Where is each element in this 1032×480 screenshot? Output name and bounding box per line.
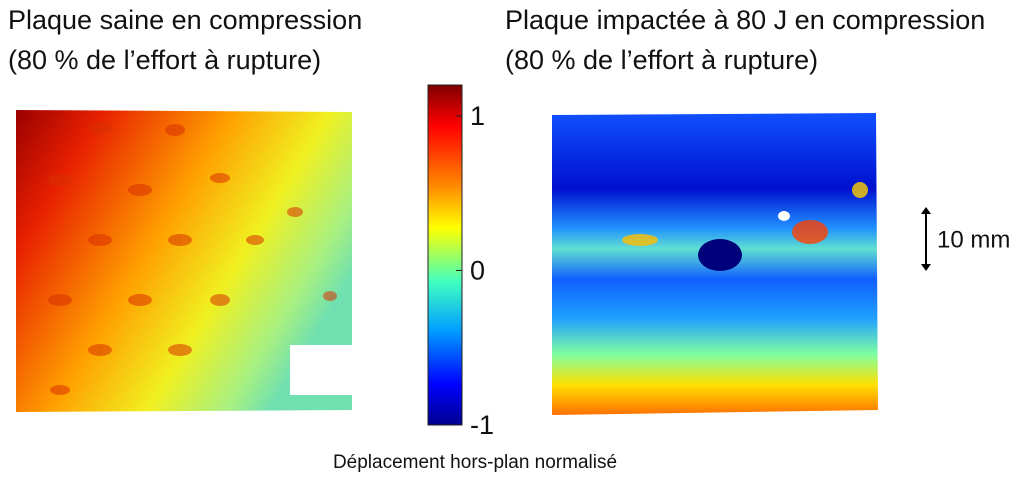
heatmap-left <box>16 110 352 412</box>
caption: Déplacement hors-plan normalisé <box>333 452 617 473</box>
title: (80 % de l’effort à rupture) <box>8 45 321 75</box>
heatmap-right <box>552 113 878 415</box>
scale-bar <box>921 207 931 271</box>
tick-label: -1 <box>470 410 494 440</box>
scale-label: 10 mm <box>937 226 1010 253</box>
title: Plaque impactée à 80 J en compression <box>505 5 985 35</box>
title: Plaque saine en compression <box>8 5 362 35</box>
colorbar <box>427 84 463 426</box>
tick-label: 0 <box>470 256 485 286</box>
title: (80 % de l’effort à rupture) <box>505 45 818 75</box>
tick-label: 1 <box>470 101 485 131</box>
colorbar-ticks: 1 0 -1 <box>456 101 494 440</box>
